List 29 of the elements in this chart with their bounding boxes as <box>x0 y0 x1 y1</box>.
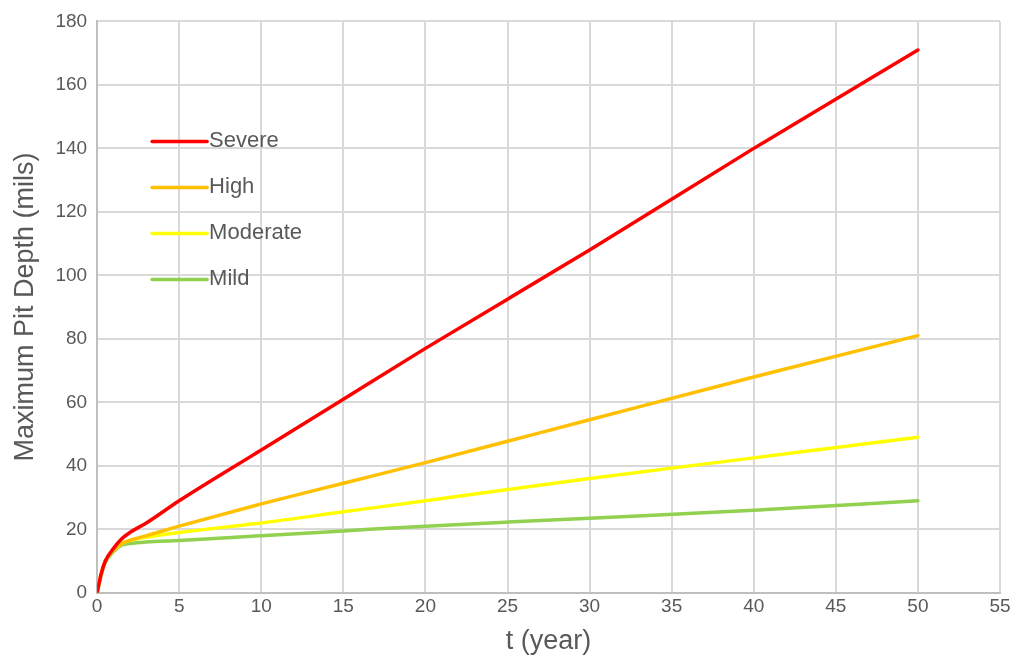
x-tick-label: 20 <box>414 595 436 617</box>
y-tick-label: 140 <box>55 136 88 158</box>
legend-label: Mild <box>209 265 250 291</box>
x-tick-label: 50 <box>907 595 929 617</box>
x-tick-label: 10 <box>250 595 272 617</box>
x-tick-label: 25 <box>496 595 519 617</box>
y-tick-label: 180 <box>55 9 88 31</box>
x-tick-label: 55 <box>989 595 1011 617</box>
x-tick-label: 30 <box>579 595 601 617</box>
y-tick-label: 120 <box>55 200 88 222</box>
y-tick-label: 100 <box>55 263 88 285</box>
y-tick-label: 20 <box>65 517 88 539</box>
x-tick-label: 0 <box>91 595 103 617</box>
x-tick-label: 45 <box>825 595 847 617</box>
x-tick-label: 15 <box>332 595 354 617</box>
x-axis-title: t (year) <box>505 625 592 656</box>
legend-label: Moderate <box>209 219 303 245</box>
y-tick-label: 80 <box>65 327 88 349</box>
y-tick-label: 40 <box>65 454 88 476</box>
y-tick-label: 160 <box>55 73 88 95</box>
legend-label: Severe <box>209 127 279 153</box>
x-tick-label: 5 <box>173 595 185 617</box>
y-tick-label: 60 <box>65 390 88 412</box>
y-axis-title: Maximum Pit Depth (mils) <box>8 152 39 462</box>
y-tick-label: 0 <box>76 581 88 603</box>
x-tick-label: 40 <box>743 595 765 617</box>
legend-label: High <box>209 173 255 199</box>
x-tick-label: 35 <box>661 595 683 617</box>
line-series <box>97 48 920 593</box>
